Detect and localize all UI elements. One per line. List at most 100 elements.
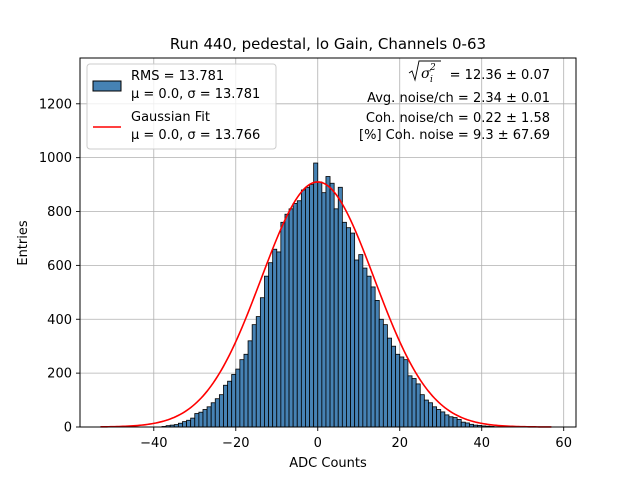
x-tick-label: 40 — [473, 436, 490, 451]
x-tick-label: 60 — [555, 436, 572, 451]
coh-noise-percent: [%] Coh. noise = 9.3 ± 67.69 — [359, 128, 550, 143]
histogram-bar — [362, 267, 368, 428]
sigma-value: = 12.36 ± 0.07 — [450, 68, 550, 83]
histogram-bar — [218, 394, 224, 428]
histogram-bar — [321, 192, 327, 428]
x-tick-label: 0 — [314, 436, 322, 451]
histogram-bar — [444, 414, 450, 428]
histogram-bar — [366, 275, 372, 428]
histogram-bar — [460, 421, 466, 428]
avg-noise: Avg. noise/ch = 2.34 ± 0.01 — [367, 91, 550, 106]
histogram-bar — [378, 318, 384, 428]
histogram-bar — [210, 402, 216, 428]
histogram-bar — [276, 251, 282, 428]
x-axis-label: ADC Counts — [289, 456, 367, 471]
stats-annotations: σ 2 i = 12.36 ± 0.07 Avg. noise/ch = 2.3… — [359, 60, 550, 143]
histogram-bar — [313, 162, 319, 428]
legend-histogram-swatch — [92, 80, 122, 92]
sigma-formula: σ 2 i — [408, 60, 441, 85]
histogram-bar — [292, 203, 298, 428]
histogram-bar — [272, 248, 278, 428]
chart-title: Run 440, pedestal, lo Gain, Channels 0-6… — [170, 35, 486, 53]
histogram-bar — [247, 340, 253, 428]
y-tick-label: 600 — [47, 259, 72, 274]
sigma-exponent: 2 — [429, 63, 436, 73]
histogram-bar — [432, 406, 438, 428]
histogram-bar — [206, 406, 212, 428]
y-axis-ticks: 0 200 400 600 800 1000 1200 — [39, 97, 80, 436]
histogram-bar — [198, 411, 204, 428]
histogram-bar — [264, 275, 269, 428]
histogram-bar — [305, 186, 310, 428]
histogram-bar — [407, 375, 413, 428]
legend-histogram-stats: μ = 0.0, σ = 13.781 — [131, 87, 260, 102]
histogram-bar — [309, 184, 315, 428]
histogram-bar — [399, 356, 405, 428]
histogram-bar — [280, 221, 286, 428]
histogram-bar — [329, 182, 335, 428]
histogram-bar — [395, 353, 401, 428]
coh-noise-per-channel: Coh. noise/ch = 0.22 ± 1.58 — [366, 111, 550, 126]
legend-fit-stats: μ = 0.0, σ = 13.766 — [131, 128, 260, 143]
histogram-bar — [235, 368, 241, 428]
y-tick-label: 800 — [47, 205, 72, 220]
plot-frame — [79, 57, 577, 428]
histogram-bar — [419, 394, 425, 428]
histogram-bar — [464, 422, 470, 428]
histogram-bar — [337, 186, 343, 428]
x-tick-label: −20 — [222, 436, 249, 451]
histogram-bar — [186, 419, 192, 428]
histogram-bar — [268, 262, 274, 428]
histogram-bar — [251, 324, 257, 428]
histogram-bar — [243, 353, 249, 428]
histogram-bar — [448, 416, 454, 428]
x-tick-label: −40 — [140, 436, 167, 451]
histogram-bar — [350, 232, 356, 428]
y-tick-label: 0 — [64, 421, 72, 436]
legend-fit-label: Gaussian Fit — [131, 110, 210, 125]
histogram-bar — [325, 176, 331, 428]
histogram-bar — [177, 422, 183, 428]
legend: RMS = 13.781 μ = 0.0, σ = 13.781 Gaussia… — [86, 63, 277, 150]
histogram-bar — [382, 324, 388, 428]
histogram-bar — [239, 359, 245, 428]
histogram-bar — [194, 413, 200, 428]
histogram-bar — [333, 208, 339, 428]
y-tick-label: 1000 — [39, 151, 72, 166]
histogram-bar — [182, 421, 187, 428]
histogram-bar — [440, 411, 446, 428]
histogram-bar — [387, 337, 392, 428]
histogram-bar — [284, 213, 290, 428]
histogram-bar — [415, 383, 421, 428]
histogram-bar — [452, 417, 458, 428]
histogram-bar — [391, 345, 397, 428]
histogram-bar — [300, 189, 306, 428]
sigma-symbol: σ — [421, 66, 431, 82]
histogram-bar — [370, 286, 376, 428]
histogram-bar — [341, 221, 347, 428]
y-tick-label: 400 — [47, 313, 72, 328]
histogram-bar — [190, 417, 196, 428]
x-tick-label: 20 — [391, 436, 408, 451]
histogram-bar — [456, 419, 462, 428]
histogram-bar — [423, 399, 429, 428]
sigma-subscript: i — [430, 75, 433, 85]
histogram-bar — [436, 409, 442, 428]
histogram-bar — [255, 316, 261, 428]
y-tick-label: 1200 — [39, 97, 72, 112]
histogram-bar — [317, 181, 323, 428]
histogram-bar — [288, 208, 294, 428]
y-tick-label: 200 — [47, 367, 72, 382]
histogram-bars — [161, 162, 503, 428]
histogram-bar — [223, 384, 228, 428]
histogram-bar — [202, 409, 208, 428]
histogram-bar — [354, 259, 360, 428]
histogram-bar — [411, 378, 417, 428]
histogram-bar — [346, 227, 351, 428]
histogram-bar — [259, 297, 265, 428]
histogram-bar — [358, 254, 364, 428]
histogram-bar — [403, 359, 409, 428]
sqrt-symbol — [408, 60, 441, 82]
histogram-bar — [374, 300, 380, 428]
histogram-bar — [227, 380, 233, 428]
